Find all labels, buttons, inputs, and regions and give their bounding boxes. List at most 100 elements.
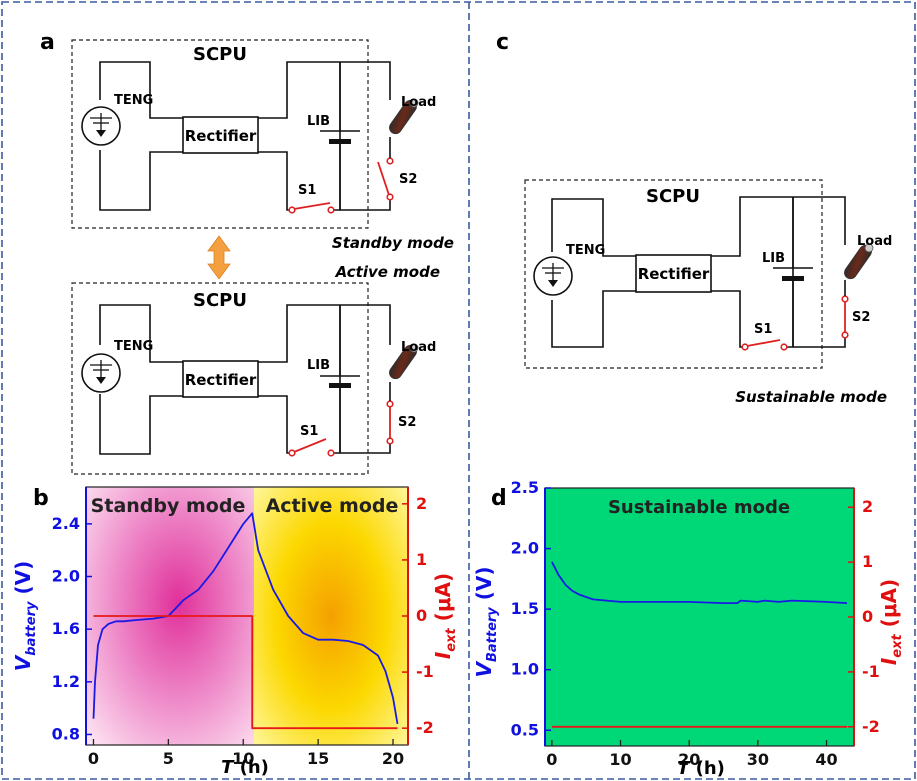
rectifier-label: Rectifier	[185, 127, 257, 145]
rectifier-box	[182, 360, 259, 398]
mode-switch-double-arrow-icon	[207, 235, 231, 280]
switch-s1-label: S1	[298, 183, 316, 198]
right-tick-label: 1	[862, 552, 873, 571]
switch-s2-label: S2	[399, 172, 417, 187]
x-tick-label: 20	[382, 749, 404, 768]
panel-letter-a: a	[40, 30, 55, 55]
rectifier-label: Rectifier	[638, 265, 710, 283]
switch-s2-closed-icon	[841, 280, 849, 339]
switch-s1-label: S1	[300, 424, 318, 439]
panel-letter-d: d	[491, 486, 507, 511]
battery-label: LIB	[307, 114, 330, 129]
chart-d: Sustainable mode 0 10 20 30 40 0.51.01.52.02…	[472, 478, 905, 779]
panel-letter-c: c	[496, 30, 509, 55]
sustainable-region-background	[545, 488, 854, 746]
x-tick-label: 10	[609, 750, 631, 769]
left-axis-title: Vbattery (V)	[11, 561, 39, 671]
switch-s1-open-icon	[288, 438, 335, 457]
rectifier-label: Rectifier	[185, 371, 257, 389]
chart-b: Standby mode Active mode 0 5 10 15 20 0.81.2…	[11, 486, 459, 778]
x-tick-label: 30	[747, 750, 769, 769]
circuit-standby: SCPU TENG Rectifier LIB	[71, 39, 454, 252]
load-label: Load	[857, 234, 892, 249]
teng-label: TENG	[566, 243, 605, 258]
right-tick-label: -2	[862, 717, 880, 736]
x-tick-label: 5	[163, 749, 174, 768]
left-axis-title: VBattery (V)	[472, 566, 500, 677]
teng-source-icon	[533, 256, 573, 296]
left-tick-label: 1.0	[511, 660, 539, 679]
battery-icon	[320, 375, 360, 388]
left-tick-label: 0.8	[52, 724, 80, 743]
switch-s2-label: S2	[398, 415, 416, 430]
load-label: Load	[401, 340, 436, 355]
scpu-box	[71, 282, 369, 475]
switch-s2-closed-icon	[386, 382, 394, 445]
scpu-label: SCPU	[193, 44, 247, 65]
right-axis-title: Iext (μA)	[877, 579, 905, 665]
voltage-series-line	[551, 561, 848, 604]
region-label-active: Active mode	[266, 495, 399, 517]
right-tick-label: 0	[416, 606, 427, 625]
standby-mode-label: Standby mode	[332, 234, 454, 252]
region-label-standby: Standby mode	[91, 495, 246, 517]
active-mode-label: Active mode	[335, 263, 440, 281]
voltage-series-line	[92, 512, 399, 725]
switch-s2-label: S2	[852, 310, 870, 325]
scpu-label: SCPU	[646, 186, 700, 207]
x-tick-label: 15	[307, 749, 329, 768]
load-bulb-icon	[389, 98, 419, 135]
left-tick-label: 2.5	[511, 478, 539, 497]
load-bulb-icon	[844, 243, 874, 280]
x-tick-label: 0	[88, 749, 99, 768]
load-bulb-icon	[389, 343, 419, 380]
panel-letter-b: b	[33, 486, 49, 511]
battery-icon	[773, 267, 813, 281]
right-tick-label: 2	[416, 494, 427, 513]
switch-s1-open-icon	[741, 339, 788, 351]
right-axis-title: Iext (μA)	[431, 573, 459, 659]
left-tick-label: 2.0	[52, 567, 80, 586]
load-label: Load	[401, 95, 436, 110]
left-tick-label: 1.5	[511, 599, 539, 618]
x-tick-label: 20	[678, 750, 700, 769]
x-tick-label: 10	[232, 749, 254, 768]
circuit-wires	[99, 61, 391, 211]
right-tick-label: 1	[416, 550, 427, 569]
battery-icon	[320, 130, 360, 144]
x-axis-title: T (h)	[221, 757, 269, 778]
scpu-box	[524, 179, 823, 369]
teng-label: TENG	[114, 339, 153, 354]
left-tick-label: 1.2	[52, 672, 80, 691]
left-tick-label: 2.4	[52, 514, 80, 533]
switch-s1-label: S1	[754, 322, 772, 337]
circuit-active: Active mode SCPU TENG Rectifier LIB	[71, 263, 440, 475]
circuit-sustainable: SCPU TENG Rectifier LIB	[524, 179, 892, 406]
battery-label: LIB	[307, 358, 330, 373]
sustainable-mode-label: Sustainable mode	[735, 388, 887, 406]
left-tick-label: 0.5	[511, 720, 539, 739]
scpu-box	[71, 39, 369, 229]
teng-source-icon	[81, 106, 121, 146]
left-tick-label: 2.0	[511, 539, 539, 558]
right-tick-label: -1	[416, 662, 434, 681]
teng-label: TENG	[114, 93, 153, 108]
right-tick-label: -1	[862, 662, 880, 681]
teng-source-icon	[81, 353, 121, 393]
rectifier-box	[182, 116, 259, 154]
x-tick-label: 0	[546, 750, 557, 769]
rectifier-box	[635, 254, 712, 293]
x-tick-label: 40	[815, 750, 837, 769]
left-tick-label: 1.6	[52, 619, 80, 638]
switch-s1-open-icon	[288, 202, 335, 214]
switch-s2-open-icon	[377, 137, 394, 201]
right-tick-label: 2	[862, 497, 873, 516]
right-tick-label: -2	[416, 718, 434, 737]
battery-label: LIB	[762, 251, 785, 266]
current-series-line	[93, 615, 398, 730]
scpu-label: SCPU	[193, 290, 247, 311]
right-tick-label: 0	[862, 607, 873, 626]
